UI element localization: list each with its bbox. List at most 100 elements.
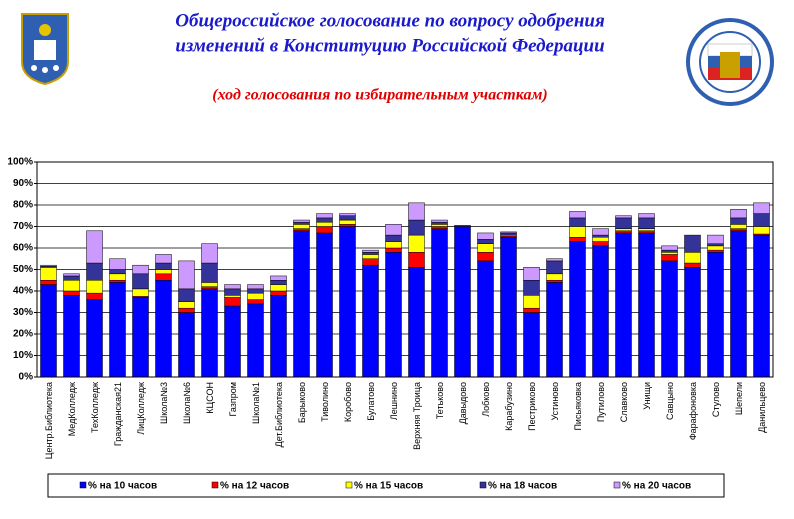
bar-segment xyxy=(707,249,724,253)
bar-segment xyxy=(339,219,356,225)
bar-segment xyxy=(385,241,402,249)
bar-segment xyxy=(569,237,586,242)
bar-segment xyxy=(270,284,287,292)
bar-segment xyxy=(201,286,218,290)
bar-segment xyxy=(339,226,356,378)
bar-segment xyxy=(247,288,264,294)
bar-segment xyxy=(109,282,126,378)
bar-segment xyxy=(201,262,218,283)
bar-segment xyxy=(569,226,586,238)
bar-segment xyxy=(201,282,218,287)
y-tick-label: 70% xyxy=(13,221,33,232)
x-tick-label: Газпром xyxy=(228,382,238,416)
bar-segment xyxy=(247,284,264,290)
bar-segment xyxy=(247,303,264,378)
y-tick-label: 20% xyxy=(13,329,33,340)
bar-segment xyxy=(201,288,218,378)
bar-segment xyxy=(753,226,770,235)
bar-segment xyxy=(109,280,126,283)
chart-title: Общероссийское голосование по вопросу од… xyxy=(175,10,605,31)
legend-swatch xyxy=(613,481,621,489)
bar-segment xyxy=(592,228,609,236)
legend-label: % на 12 часов xyxy=(220,481,289,492)
bar-segment xyxy=(661,249,678,253)
bar-segment xyxy=(684,262,701,268)
bar-segment xyxy=(661,254,678,262)
x-tick-label: Письяковка xyxy=(573,382,583,431)
x-tick-label: Фарафоновка xyxy=(688,382,698,440)
x-tick-label: ЛицКолледж xyxy=(136,382,146,435)
bar-segment xyxy=(546,282,563,378)
bar-segment xyxy=(362,264,379,378)
y-tick-label: 0% xyxy=(19,372,34,383)
bar-segment xyxy=(615,232,632,378)
bar-segment xyxy=(408,252,425,268)
bar-segment xyxy=(109,258,126,270)
bar-segment xyxy=(40,264,57,267)
x-tick-label: Давыдово xyxy=(458,382,468,424)
emblem-left xyxy=(21,13,69,86)
bar-segment xyxy=(523,280,540,296)
bar-segment xyxy=(730,224,747,229)
bar-segment xyxy=(546,258,563,262)
bar-segment xyxy=(408,267,425,378)
bar-segment xyxy=(661,252,678,255)
legend xyxy=(47,473,725,498)
bar-segment xyxy=(132,288,149,297)
bar-segment xyxy=(454,225,471,227)
bar-segment xyxy=(477,232,494,240)
x-tick-label: Гражданская21 xyxy=(113,382,123,446)
x-tick-label: Школа№1 xyxy=(251,382,261,424)
bar-segment xyxy=(86,230,103,264)
bar-segment xyxy=(569,211,586,219)
legend-swatch xyxy=(211,481,219,489)
bar-segment xyxy=(132,297,149,378)
x-tick-label: Центр.Библиотека xyxy=(44,382,54,459)
bar-segment xyxy=(339,215,356,221)
bar-segment xyxy=(224,295,241,298)
x-tick-label: Тетьково xyxy=(435,382,445,419)
x-tick-label: КЦСОН xyxy=(205,382,215,414)
bar-segment xyxy=(431,228,448,378)
bar-segment xyxy=(316,226,333,234)
bar-segment xyxy=(109,273,126,281)
bar-segment xyxy=(523,267,540,281)
bar-segment xyxy=(592,234,609,238)
bar-segment xyxy=(316,213,333,219)
bar-segment xyxy=(362,252,379,255)
bar-segment xyxy=(615,215,632,219)
x-tick-label: Лешнино xyxy=(389,382,399,420)
bar-segment xyxy=(661,260,678,378)
x-tick-label: Данильцево xyxy=(757,382,767,433)
bar-segment xyxy=(638,232,655,378)
bar-segment xyxy=(684,252,701,264)
y-tick-label: 30% xyxy=(13,307,33,318)
bar-segment xyxy=(86,292,103,300)
bar-segment xyxy=(224,297,241,307)
bar-segment xyxy=(362,249,379,253)
bar-segment xyxy=(523,295,540,309)
bar-segment xyxy=(477,239,494,244)
bar-segment xyxy=(638,228,655,232)
legend-label: % на 18 часов xyxy=(488,481,557,492)
x-tick-label: Шепели xyxy=(734,382,744,415)
bar-segment xyxy=(316,232,333,378)
bar-segment xyxy=(155,280,172,378)
bar-segment xyxy=(224,284,241,290)
x-tick-label: Школа№3 xyxy=(159,382,169,424)
bar-segment xyxy=(592,241,609,247)
bar-segment xyxy=(523,312,540,378)
bar-segment xyxy=(270,280,287,285)
bar-segment xyxy=(293,228,310,232)
bar-segment xyxy=(431,221,448,225)
bar-segment xyxy=(362,258,379,266)
bar-segment xyxy=(155,262,172,270)
x-tick-label: МедКолледж xyxy=(67,382,77,436)
x-tick-label: Унищи xyxy=(642,382,652,410)
bar-segment xyxy=(730,209,747,219)
y-tick-label: 10% xyxy=(13,350,33,361)
bar-segment xyxy=(86,262,103,281)
bar-segment xyxy=(753,213,770,227)
bar-segment xyxy=(569,217,586,227)
bar-segment xyxy=(86,299,103,378)
